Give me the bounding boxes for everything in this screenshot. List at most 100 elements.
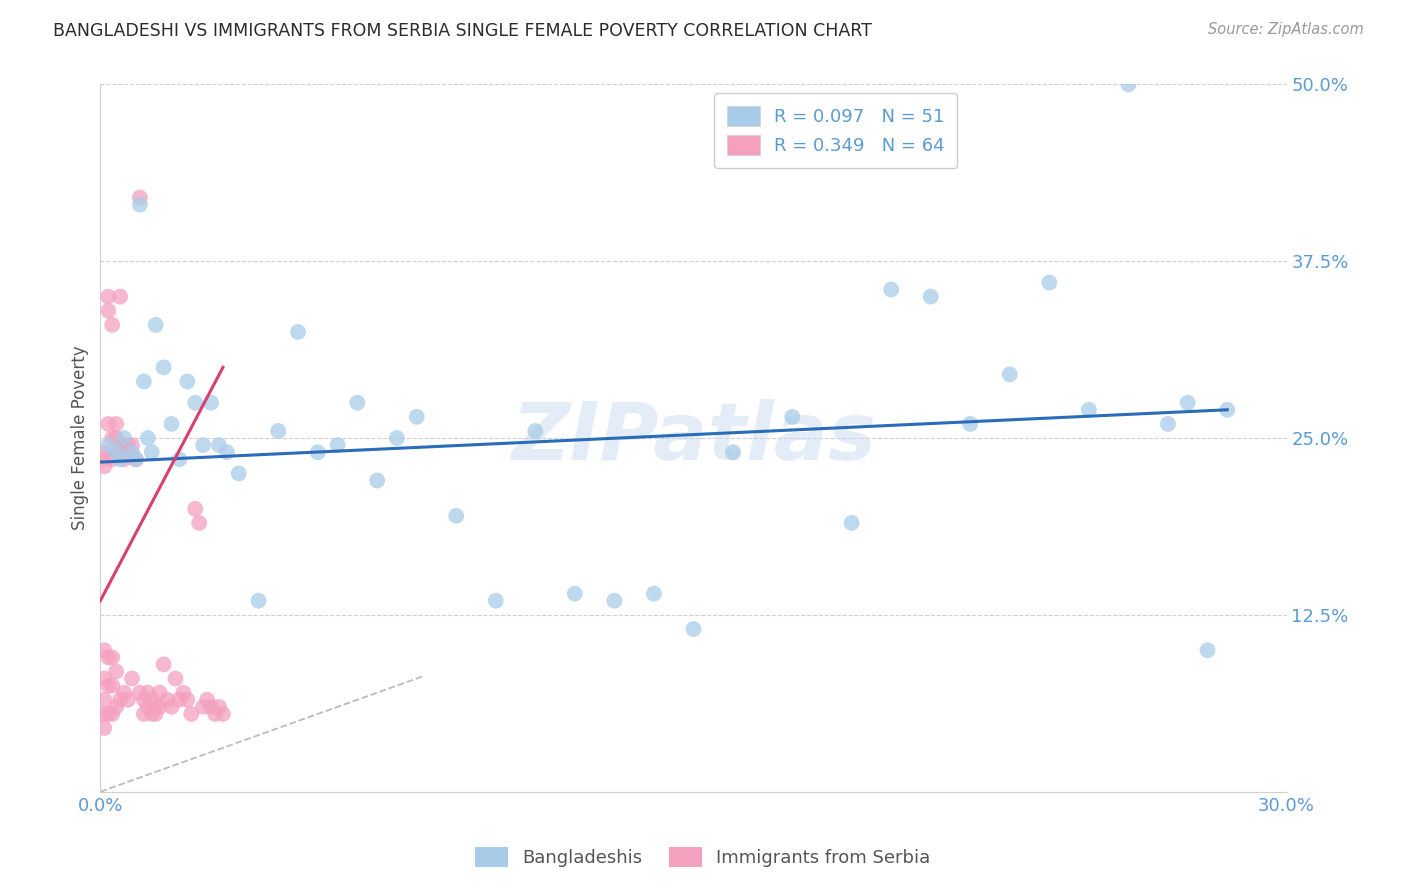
- Point: [346, 395, 368, 409]
- Point: [97, 706, 120, 721]
- Point: [112, 438, 135, 452]
- Point: [1216, 402, 1239, 417]
- Point: [93, 721, 115, 735]
- Point: [959, 417, 981, 431]
- Point: [93, 452, 115, 467]
- Point: [169, 692, 191, 706]
- Point: [101, 650, 124, 665]
- Point: [998, 368, 1021, 382]
- Point: [326, 438, 349, 452]
- Point: [97, 438, 120, 452]
- Point: [191, 699, 214, 714]
- Point: [101, 679, 124, 693]
- Point: [145, 706, 167, 721]
- Point: [172, 686, 194, 700]
- Point: [132, 706, 155, 721]
- Point: [141, 445, 163, 459]
- Point: [125, 452, 148, 467]
- Point: [97, 303, 120, 318]
- Point: [132, 375, 155, 389]
- Point: [152, 360, 174, 375]
- Point: [165, 672, 187, 686]
- Point: [200, 699, 222, 714]
- Point: [93, 459, 115, 474]
- Point: [160, 699, 183, 714]
- Point: [136, 431, 159, 445]
- Point: [200, 395, 222, 409]
- Point: [128, 197, 150, 211]
- Point: [444, 508, 467, 523]
- Y-axis label: Single Female Poverty: Single Female Poverty: [72, 346, 89, 531]
- Point: [117, 438, 139, 452]
- Point: [152, 657, 174, 672]
- Point: [97, 679, 120, 693]
- Point: [212, 706, 235, 721]
- Point: [97, 417, 120, 431]
- Point: [208, 438, 231, 452]
- Point: [643, 587, 665, 601]
- Point: [180, 706, 202, 721]
- Point: [682, 622, 704, 636]
- Text: BANGLADESHI VS IMMIGRANTS FROM SERBIA SINGLE FEMALE POVERTY CORRELATION CHART: BANGLADESHI VS IMMIGRANTS FROM SERBIA SI…: [53, 22, 872, 40]
- Point: [204, 706, 226, 721]
- Point: [93, 672, 115, 686]
- Point: [524, 424, 547, 438]
- Point: [1118, 78, 1140, 92]
- Point: [108, 445, 131, 459]
- Point: [132, 692, 155, 706]
- Point: [136, 699, 159, 714]
- Point: [1077, 402, 1099, 417]
- Point: [101, 318, 124, 332]
- Point: [721, 445, 744, 459]
- Point: [841, 516, 863, 530]
- Point: [184, 395, 207, 409]
- Point: [97, 650, 120, 665]
- Legend: Bangladeshis, Immigrants from Serbia: Bangladeshis, Immigrants from Serbia: [468, 839, 938, 874]
- Point: [1197, 643, 1219, 657]
- Point: [105, 665, 128, 679]
- Point: [141, 706, 163, 721]
- Point: [117, 692, 139, 706]
- Point: [108, 692, 131, 706]
- Point: [176, 375, 198, 389]
- Point: [101, 452, 124, 467]
- Point: [112, 431, 135, 445]
- Point: [149, 699, 172, 714]
- Point: [184, 501, 207, 516]
- Point: [366, 474, 388, 488]
- Point: [176, 692, 198, 706]
- Point: [121, 438, 143, 452]
- Point: [105, 445, 128, 459]
- Point: [101, 706, 124, 721]
- Point: [156, 692, 179, 706]
- Point: [160, 417, 183, 431]
- Point: [93, 706, 115, 721]
- Point: [287, 325, 309, 339]
- Point: [208, 699, 231, 714]
- Point: [101, 431, 124, 445]
- Point: [125, 452, 148, 467]
- Point: [97, 290, 120, 304]
- Point: [145, 318, 167, 332]
- Point: [920, 290, 942, 304]
- Point: [128, 191, 150, 205]
- Point: [112, 452, 135, 467]
- Legend: R = 0.097   N = 51, R = 0.349   N = 64: R = 0.097 N = 51, R = 0.349 N = 64: [714, 94, 957, 168]
- Text: ZIPatlas: ZIPatlas: [510, 399, 876, 477]
- Point: [108, 290, 131, 304]
- Point: [1157, 417, 1180, 431]
- Point: [169, 452, 191, 467]
- Point: [105, 699, 128, 714]
- Point: [880, 283, 903, 297]
- Point: [564, 587, 586, 601]
- Text: Source: ZipAtlas.com: Source: ZipAtlas.com: [1208, 22, 1364, 37]
- Point: [136, 686, 159, 700]
- Point: [121, 445, 143, 459]
- Point: [1038, 276, 1060, 290]
- Point: [93, 643, 115, 657]
- Point: [121, 672, 143, 686]
- Point: [267, 424, 290, 438]
- Point: [195, 692, 218, 706]
- Point: [112, 686, 135, 700]
- Point: [603, 593, 626, 607]
